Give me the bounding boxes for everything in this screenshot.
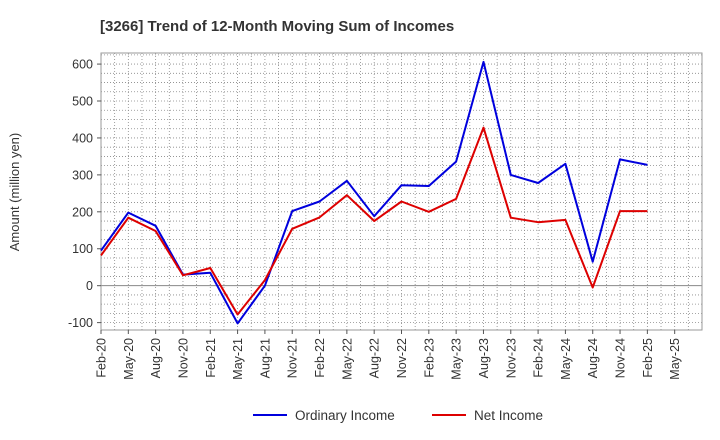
series-line-ordinary-income (100, 60, 648, 325)
legend-label: Net Income (474, 408, 543, 423)
x-tick-label: Aug-22 (368, 338, 382, 378)
x-tick-label: Aug-24 (586, 338, 600, 378)
x-tick-label: Feb-23 (422, 338, 436, 378)
chart-title: [3266] Trend of 12-Month Moving Sum of I… (100, 18, 454, 35)
x-tick-label: Aug-23 (477, 338, 491, 378)
series-line-net-income (100, 126, 648, 316)
legend-label: Ordinary Income (295, 408, 395, 423)
x-tick-label: Nov-22 (395, 338, 409, 378)
y-tick-label: 200 (72, 205, 93, 219)
x-tick-label: Nov-23 (504, 338, 518, 378)
x-axis-ticks: Feb-20 May-20 Aug-20 Nov-20 Feb-21 May-21 Aug-… (95, 330, 682, 380)
y-tick-label: 500 (72, 95, 93, 109)
y-tick-label: 400 (72, 131, 93, 145)
x-tick-label: Feb-20 (95, 338, 109, 378)
x-tick-label: Feb-21 (204, 338, 218, 378)
series-lines (100, 60, 648, 325)
x-tick-label: May-23 (450, 338, 464, 380)
x-tick-label: Nov-24 (614, 338, 628, 378)
x-tick-label: Feb-25 (641, 338, 655, 378)
x-tick-label: Feb-22 (313, 338, 327, 378)
x-tick-label: Nov-21 (286, 338, 300, 378)
x-tick-label: May-21 (231, 338, 245, 380)
y-tick-label: 300 (72, 168, 93, 182)
y-axis-ticks: -100 0 100 200 300 400 500 600 (68, 58, 101, 330)
x-tick-label: May-25 (668, 338, 682, 380)
x-tick-label: May-22 (340, 338, 354, 380)
x-tick-label: Nov-20 (176, 338, 190, 378)
y-tick-label: -100 (68, 316, 93, 330)
y-tick-label: 100 (72, 242, 93, 256)
x-tick-label: Aug-20 (149, 338, 163, 378)
x-tick-label: May-24 (559, 338, 573, 380)
grid (101, 53, 702, 330)
y-tick-label: 0 (86, 279, 93, 293)
x-tick-label: Aug-21 (258, 338, 272, 378)
legend: Ordinary Income Net Income (253, 408, 543, 423)
y-axis-label: Amount (million yen) (7, 133, 22, 252)
x-tick-label: Feb-24 (532, 338, 546, 378)
y-tick-label: 600 (72, 58, 93, 72)
x-tick-label: May-20 (122, 338, 136, 380)
